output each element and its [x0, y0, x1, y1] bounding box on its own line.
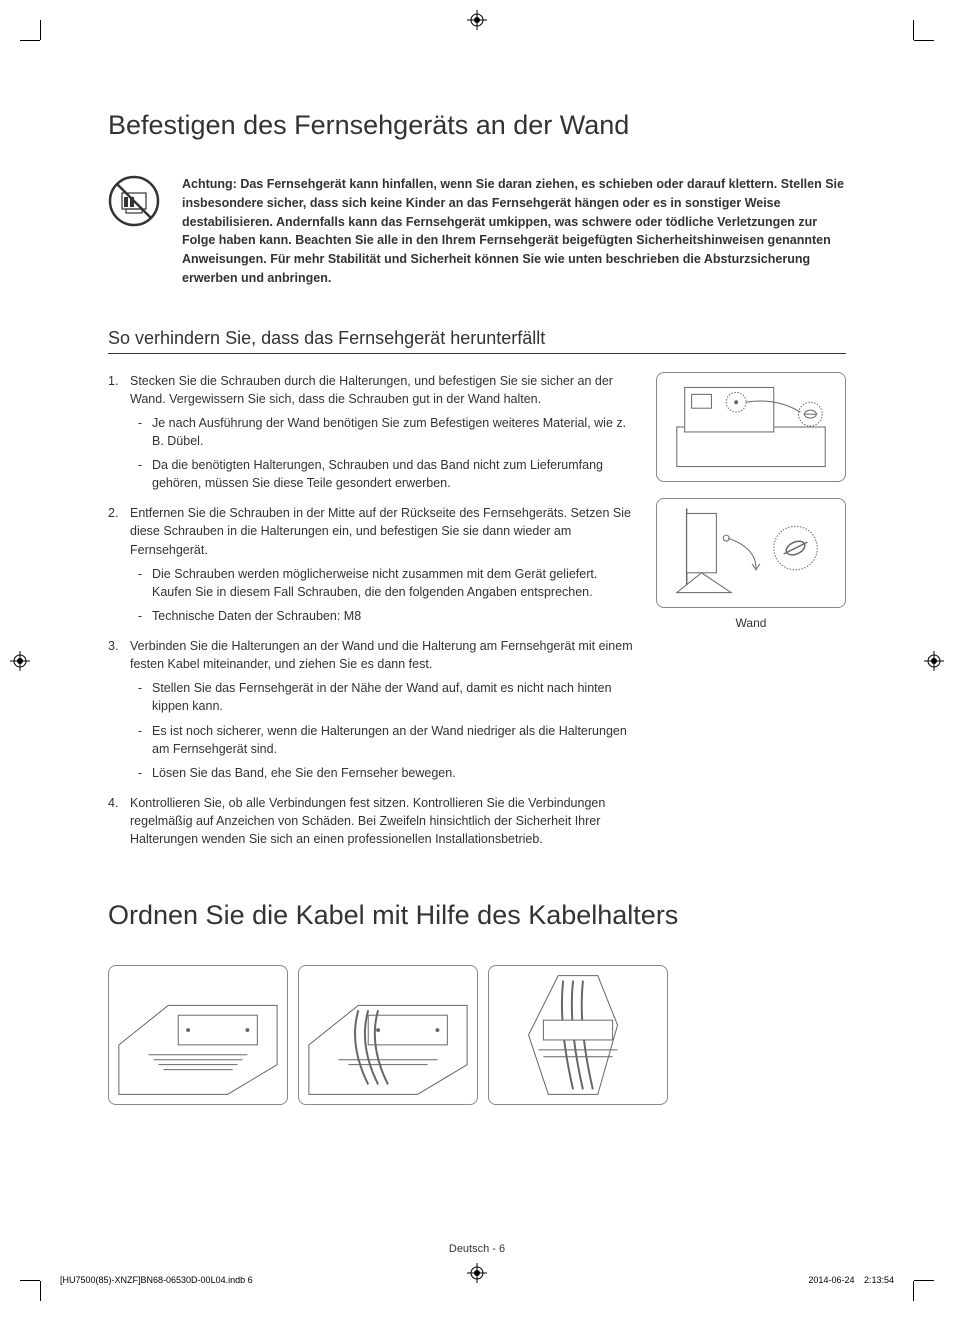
step-item: Entfernen Sie die Schrauben in der Mitte… [108, 504, 636, 625]
sub-item: Technische Daten der Schrauben: M8 [130, 607, 636, 625]
step-text: Entfernen Sie die Schrauben in der Mitte… [130, 506, 631, 556]
step-item: Verbinden Sie die Halterungen an der Wan… [108, 637, 636, 782]
page-title-2: Ordnen Sie die Kabel mit Hilfe des Kabel… [108, 900, 846, 931]
sub-item: Es ist noch sicherer, wenn die Halterung… [130, 722, 636, 758]
print-timestamp: 2014-06-24 2:13:54 [808, 1275, 894, 1285]
warning-section: Achtung: Das Fernsehgerät kann hinfallen… [108, 175, 846, 288]
crop-mark [40, 20, 41, 40]
crop-mark [914, 40, 934, 41]
crop-mark [20, 1280, 40, 1281]
step-item: Kontrollieren Sie, ob alle Verbindungen … [108, 794, 636, 848]
step-text: Verbinden Sie die Halterungen an der Wan… [130, 639, 633, 671]
cable-holder-figure-1 [108, 965, 288, 1105]
sub-item: Stellen Sie das Fernsehgerät in der Nähe… [130, 679, 636, 715]
registration-mark-icon [924, 651, 944, 671]
section-heading: So verhindern Sie, dass das Fernsehgerät… [108, 328, 846, 354]
steps-list: Stecken Sie die Schrauben durch die Halt… [108, 372, 636, 861]
crop-mark [914, 1280, 934, 1281]
crop-mark [20, 40, 40, 41]
sub-item: Lösen Sie das Band, ehe Sie den Fernsehe… [130, 764, 636, 782]
tv-stand-wall-figure [656, 498, 846, 608]
cable-holder-figure-3 [488, 965, 668, 1105]
tv-back-bracket-figure [656, 372, 846, 482]
step-text: Kontrollieren Sie, ob alle Verbindungen … [130, 796, 605, 846]
step-text: Stecken Sie die Schrauben durch die Halt… [130, 374, 613, 406]
sub-item: Die Schrauben werden möglicherweise nich… [130, 565, 636, 601]
registration-mark-icon [467, 10, 487, 30]
indb-filename: [HU7500(85)-XNZF]BN68-06530D-00L04.indb … [60, 1275, 253, 1285]
page-footer: Deutsch - 6 [0, 1243, 954, 1255]
figure-caption: Wand [656, 616, 846, 630]
step-item: Stecken Sie die Schrauben durch die Halt… [108, 372, 636, 493]
registration-mark-icon [467, 1263, 487, 1283]
sub-item: Da die benötigten Halterungen, Schrauben… [130, 456, 636, 492]
warning-text: Achtung: Das Fernsehgerät kann hinfallen… [182, 175, 846, 288]
crop-mark [913, 1281, 914, 1301]
no-climb-tv-icon [108, 175, 160, 227]
crop-mark [40, 1281, 41, 1301]
sub-item: Je nach Ausführung der Wand benötigen Si… [130, 414, 636, 450]
cable-holder-figure-2 [298, 965, 478, 1105]
crop-mark [913, 20, 914, 40]
registration-mark-icon [10, 651, 30, 671]
page-title: Befestigen des Fernsehgeräts an der Wand [108, 110, 846, 141]
